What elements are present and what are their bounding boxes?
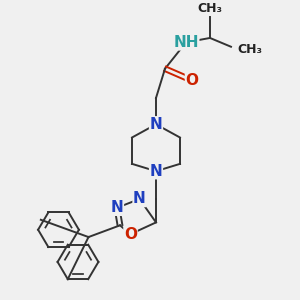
Text: NH: NH [173, 35, 199, 50]
Text: N: N [133, 191, 146, 206]
Text: O: O [185, 73, 199, 88]
Text: CH₃: CH₃ [237, 43, 262, 56]
Text: N: N [150, 164, 162, 179]
Text: N: N [150, 117, 162, 132]
Text: CH₃: CH₃ [197, 2, 223, 14]
Text: O: O [124, 226, 137, 242]
Text: N: N [111, 200, 123, 215]
